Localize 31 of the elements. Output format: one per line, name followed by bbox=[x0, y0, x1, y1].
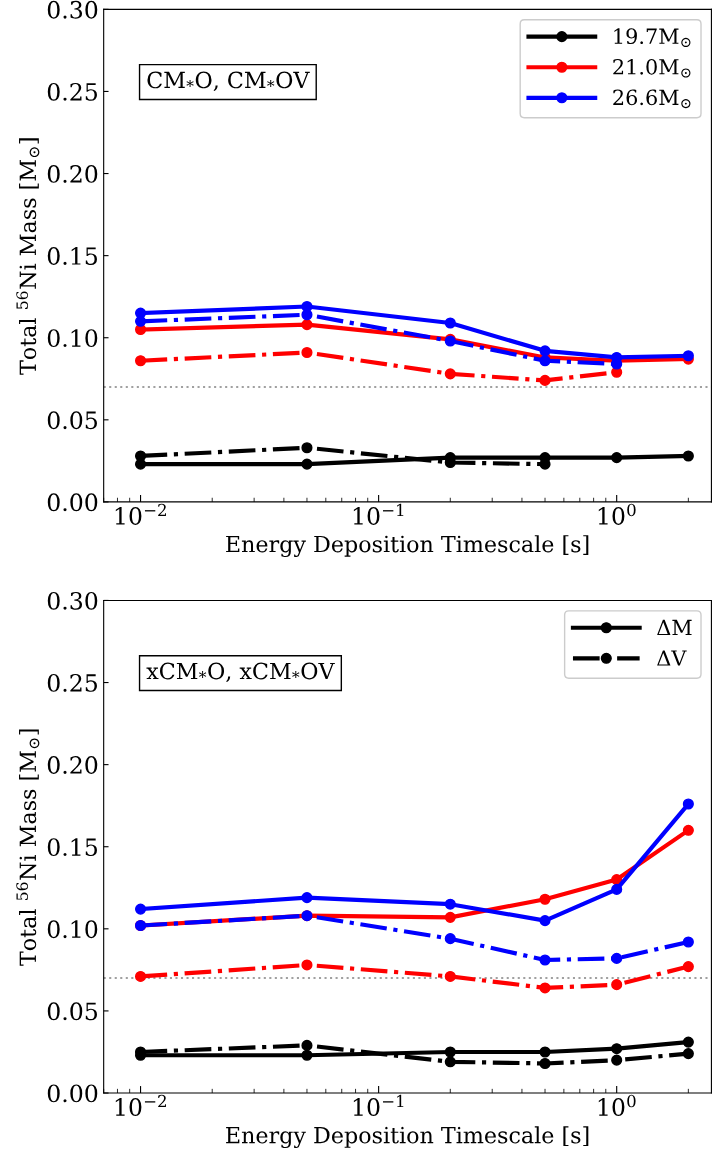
y-tick-label: 0.20 bbox=[47, 164, 98, 183]
x-tick-label: 10$^{−2}$ bbox=[115, 503, 166, 525]
legend-label: 21.0M$_{⊙}$ bbox=[613, 58, 691, 78]
x-axis-title: Energy Deposition Timescale [s] bbox=[226, 1126, 589, 1149]
y-tick-label: 0.00 bbox=[47, 1084, 98, 1103]
legend-label: ΔV bbox=[657, 650, 687, 666]
y-tick-label: 0.00 bbox=[47, 493, 98, 512]
x-tick-label: 10$^{−1}$ bbox=[353, 503, 404, 525]
y-tick-label: 0.05 bbox=[47, 411, 97, 430]
annotation: CM$_{*}$O, CM$_{*}$OV bbox=[147, 71, 310, 92]
x-tick-label: 10$^{−1}$ bbox=[353, 1094, 404, 1116]
y-tick-label: 0.10 bbox=[47, 920, 98, 939]
legend-label: 26.6M$_{⊙}$ bbox=[613, 89, 691, 109]
y-tick-label: 0.10 bbox=[47, 329, 98, 348]
x-tick-label: 10$^{0}$ bbox=[598, 1094, 636, 1116]
y-tick-label: 0.30 bbox=[47, 0, 98, 19]
annotation: xCM$_{*}$O, xCM$_{*}$OV bbox=[146, 662, 335, 683]
y-tick-label: 0.05 bbox=[47, 1002, 97, 1021]
legend-label: 19.7M$_{⊙}$ bbox=[614, 28, 691, 48]
y-tick-label: 0.20 bbox=[47, 756, 98, 774]
y-tick-label: 0.15 bbox=[47, 838, 97, 857]
y-tick-label: 0.25 bbox=[47, 673, 97, 692]
y-tick-label: 0.25 bbox=[47, 82, 97, 101]
x-tick-label: 10$^{−2}$ bbox=[115, 1094, 166, 1116]
y-axis-title: Total $^{56}$Ni Mass [M$_{⊙}$] bbox=[16, 138, 40, 375]
y-axis-title: Total $^{56}$Ni Mass [M$_{⊙}$] bbox=[16, 729, 40, 966]
y-tick-label: 0.15 bbox=[47, 247, 97, 265]
x-axis-title: Energy Deposition Timescale [s] bbox=[226, 535, 589, 558]
x-tick-label: 10$^{0}$ bbox=[598, 503, 636, 525]
legend-label: ΔM bbox=[657, 619, 692, 636]
y-tick-label: 0.30 bbox=[47, 591, 98, 610]
